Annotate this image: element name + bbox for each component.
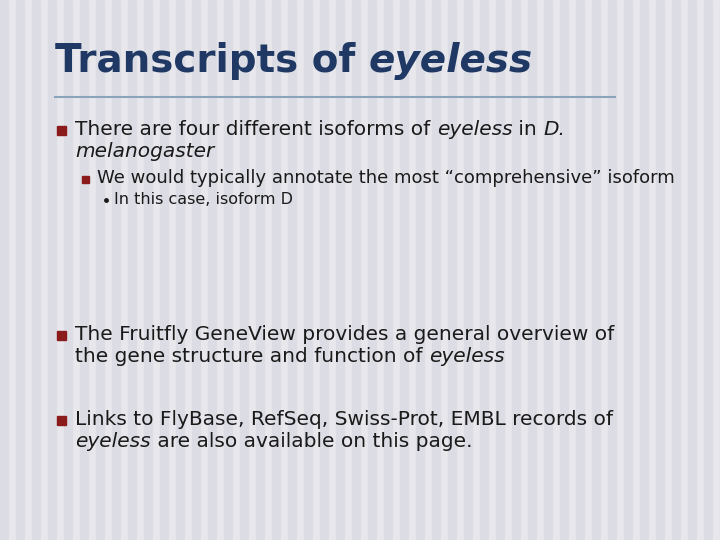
Bar: [128, 0, 136, 540]
Bar: [57, 331, 66, 340]
Text: in: in: [512, 120, 544, 139]
Bar: [82, 176, 89, 183]
Bar: [512, 0, 520, 540]
Bar: [544, 0, 552, 540]
Bar: [144, 0, 152, 540]
Bar: [16, 0, 24, 540]
Bar: [672, 0, 680, 540]
Bar: [576, 0, 584, 540]
Text: the gene structure and function of: the gene structure and function of: [75, 347, 429, 366]
Text: eyeless: eyeless: [369, 42, 533, 80]
Bar: [480, 0, 488, 540]
Bar: [0, 0, 8, 540]
Text: There are four different isoforms of: There are four different isoforms of: [75, 120, 436, 139]
Text: In this case, isoform D: In this case, isoform D: [114, 192, 293, 207]
Text: melanogaster: melanogaster: [75, 142, 215, 161]
Text: The Fruitfly GeneView provides a general overview of: The Fruitfly GeneView provides a general…: [75, 325, 614, 344]
Bar: [704, 0, 712, 540]
Text: Links to FlyBase, RefSeq, Swiss-Prot, EMBL records of: Links to FlyBase, RefSeq, Swiss-Prot, EM…: [75, 410, 613, 429]
Bar: [336, 0, 344, 540]
Bar: [608, 0, 616, 540]
Bar: [80, 0, 88, 540]
Bar: [96, 0, 104, 540]
Bar: [288, 0, 296, 540]
Bar: [57, 126, 66, 135]
Bar: [464, 0, 472, 540]
Bar: [640, 0, 648, 540]
Bar: [57, 416, 66, 425]
Bar: [496, 0, 504, 540]
Bar: [416, 0, 424, 540]
Bar: [176, 0, 184, 540]
Bar: [304, 0, 312, 540]
Bar: [272, 0, 280, 540]
Bar: [192, 0, 200, 540]
Bar: [48, 0, 56, 540]
Bar: [528, 0, 536, 540]
Bar: [448, 0, 456, 540]
Bar: [352, 0, 360, 540]
Bar: [256, 0, 264, 540]
Bar: [688, 0, 696, 540]
Text: eyeless: eyeless: [436, 120, 512, 139]
Bar: [160, 0, 168, 540]
Bar: [224, 0, 232, 540]
Bar: [112, 0, 120, 540]
Bar: [368, 0, 376, 540]
Bar: [32, 0, 40, 540]
Text: eyeless: eyeless: [429, 347, 505, 366]
Bar: [560, 0, 568, 540]
Text: are also available on this page.: are also available on this page.: [150, 432, 472, 451]
Text: eyeless: eyeless: [75, 432, 150, 451]
Bar: [624, 0, 632, 540]
Text: Transcripts of: Transcripts of: [55, 42, 369, 80]
Bar: [384, 0, 392, 540]
Bar: [208, 0, 216, 540]
Bar: [656, 0, 664, 540]
Text: We would typically annotate the most “comprehensive” isoform: We would typically annotate the most “co…: [97, 169, 675, 187]
Bar: [240, 0, 248, 540]
Bar: [592, 0, 600, 540]
Bar: [400, 0, 408, 540]
Bar: [432, 0, 440, 540]
Bar: [64, 0, 72, 540]
Bar: [320, 0, 328, 540]
Text: D.: D.: [544, 120, 565, 139]
